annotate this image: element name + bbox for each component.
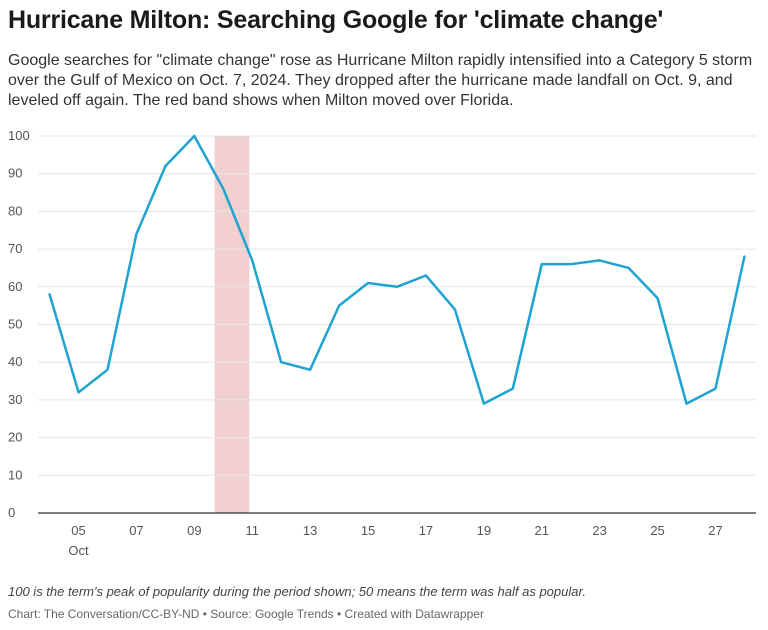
chart-credit: Chart: The Conversation/CC-BY-ND • Sourc… — [8, 607, 484, 621]
x-tick-label: 11 — [245, 523, 259, 538]
data-point — [510, 386, 516, 392]
x-tick-label: 05 — [71, 523, 85, 538]
data-point — [423, 272, 429, 278]
x-tick-label: 13 — [303, 523, 317, 538]
grid-layer — [38, 135, 756, 514]
y-tick-label: 60 — [8, 279, 22, 294]
data-point — [365, 280, 371, 286]
data-point — [47, 291, 53, 297]
data-point — [568, 261, 574, 267]
y-tick-label: 30 — [8, 392, 22, 407]
data-point — [76, 389, 82, 395]
x-tick-label: 25 — [650, 523, 664, 538]
x-tick-label: 23 — [592, 523, 606, 538]
x-tick-label: 19 — [477, 523, 491, 538]
data-point — [539, 261, 545, 267]
data-point — [394, 284, 400, 290]
data-point — [481, 401, 487, 407]
x-tick-label: 09 — [187, 523, 201, 538]
data-point — [220, 186, 226, 192]
data-point — [278, 359, 284, 365]
data-point — [162, 163, 168, 169]
x-tick-label: 27 — [708, 523, 722, 538]
y-tick-label: 40 — [8, 354, 22, 369]
series-line-climate-change — [48, 134, 746, 405]
data-point — [684, 401, 690, 407]
data-point — [655, 295, 661, 301]
y-tick-layer: 0 10 20 30 40 50 60 70 80 90 100 — [8, 128, 30, 520]
data-point — [741, 254, 747, 260]
data-point — [104, 367, 110, 373]
x-tick-label: 15 — [361, 523, 375, 538]
y-tick-label: 90 — [8, 166, 22, 181]
data-point — [133, 231, 139, 237]
y-tick-label: 20 — [8, 430, 22, 445]
data-point — [191, 133, 197, 139]
series-layer — [47, 133, 747, 407]
line-chart: 0 10 20 30 40 50 60 70 80 90 100 05 Oct 07 09 11 13 15 17… — [8, 128, 756, 558]
y-tick-label: 80 — [8, 203, 22, 218]
chart-area: 0 10 20 30 40 50 60 70 80 90 100 05 Oct 07 09 11 13 15 17… — [0, 126, 768, 566]
y-tick-label: 100 — [8, 128, 30, 143]
data-point — [307, 367, 313, 373]
data-point — [249, 257, 255, 263]
data-point — [626, 265, 632, 271]
data-point — [597, 257, 603, 263]
x-tick-label: 17 — [419, 523, 433, 538]
chart-subtitle: Google searches for "climate change" ros… — [8, 52, 753, 109]
x-tick-layer: 05 Oct 07 09 11 13 15 17 19 21 23 25 27 — [68, 523, 722, 558]
chart-title: Hurricane Milton: Searching Google for '… — [8, 6, 664, 34]
y-tick-label: 50 — [8, 317, 22, 332]
chart-note: 100 is the term's peak of popularity dur… — [8, 584, 586, 599]
data-point — [712, 386, 718, 392]
x-tick-month-label: Oct — [68, 543, 89, 558]
x-tick-label: 07 — [129, 523, 143, 538]
y-tick-label: 10 — [8, 467, 22, 482]
data-point — [452, 306, 458, 312]
y-tick-label: 0 — [8, 505, 15, 520]
data-point — [336, 303, 342, 309]
x-tick-label: 21 — [535, 523, 549, 538]
y-tick-label: 70 — [8, 241, 22, 256]
